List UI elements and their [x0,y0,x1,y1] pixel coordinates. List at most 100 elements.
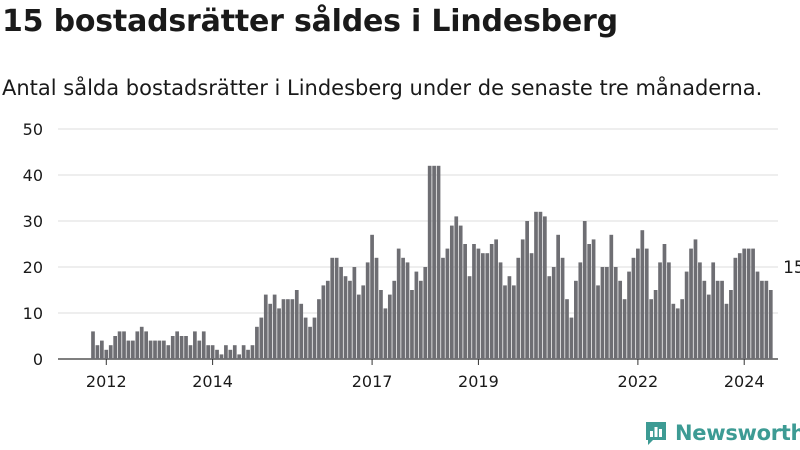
bar [348,280,352,359]
bar [427,165,432,359]
bar [565,299,569,359]
bar [729,290,733,359]
x-tick-label: 2019 [458,372,499,391]
bar [574,280,578,359]
bar [126,340,131,359]
bar [197,340,202,359]
y-axis: 0 10 20 30 40 50 [23,120,43,369]
x-tick-label: 2017 [352,372,393,391]
bar [131,340,135,359]
bar [414,271,419,359]
x-tick-label: 2022 [618,372,659,391]
bar [578,262,583,359]
bar [684,271,689,359]
bar [600,267,605,359]
x-axis: 2012 2014 2017 2019 2022 2024 [86,359,765,391]
bar [104,349,109,359]
page-subtitle: Antal sålda bostadsrätter i Lindesberg u… [2,76,763,100]
bar [720,280,724,359]
bar [724,303,729,359]
bar [613,267,618,359]
bar [631,257,636,359]
bar [698,262,702,359]
bar [135,331,140,359]
bar [405,262,410,359]
bar [742,248,747,359]
bar [193,331,197,359]
bar [241,345,246,359]
bar [702,280,707,359]
bar [162,340,166,359]
y-tick-label: 30 [23,212,43,231]
bar [392,280,397,359]
bar [737,253,742,359]
y-tick-label: 0 [33,350,43,369]
bar [144,331,149,359]
bar [383,308,388,359]
bar [463,244,467,359]
bar [582,221,587,359]
bar [755,271,760,359]
bar [609,234,614,359]
bar [441,257,445,359]
y-tick-label: 10 [23,304,43,323]
bar [556,234,560,359]
bar [596,285,600,359]
bar [760,280,764,359]
bar [356,294,361,359]
bar [733,257,738,359]
bar [343,276,348,359]
bar [308,326,312,359]
bar [361,285,366,359]
chart-bars [91,165,773,359]
bar [321,285,326,359]
bar [148,340,153,359]
bar [507,276,512,359]
bar [538,211,543,359]
bar [494,239,498,359]
bar [312,317,317,359]
bar [294,290,299,359]
bar-chart: 0 10 20 30 40 50 2012 2014 2017 2019 2022 2024 15 [23,120,800,391]
bar [587,244,592,359]
newsworthy-logo: Newsworthy [644,420,800,446]
bar [569,317,574,359]
bar [374,257,379,359]
bar [206,345,211,359]
bar [286,299,290,359]
bar [410,290,414,359]
bar [228,349,233,359]
bar [644,248,649,359]
brand-name: Newsworthy [675,421,800,445]
bar [746,248,751,359]
bar [157,340,162,359]
x-tick-label: 2024 [724,372,765,391]
bar [503,285,507,359]
bar [153,340,157,359]
bar [175,331,180,359]
bar [334,257,339,359]
bar [352,267,357,359]
bar [255,326,259,359]
bar [281,299,286,359]
bar [445,248,450,359]
bar [299,303,304,359]
bar [166,345,171,359]
bar [680,299,685,359]
bar [534,211,538,359]
bar [675,308,680,359]
bar [237,354,242,359]
bar [396,248,401,359]
bar [512,285,516,359]
bar [108,345,113,359]
bar [715,280,720,359]
bar [667,262,671,359]
bar [605,267,609,359]
bar [768,290,773,359]
bar [303,317,308,359]
bar [184,336,188,359]
bar [622,299,627,359]
bar [272,294,277,359]
bar [547,276,552,359]
bar [232,345,237,359]
